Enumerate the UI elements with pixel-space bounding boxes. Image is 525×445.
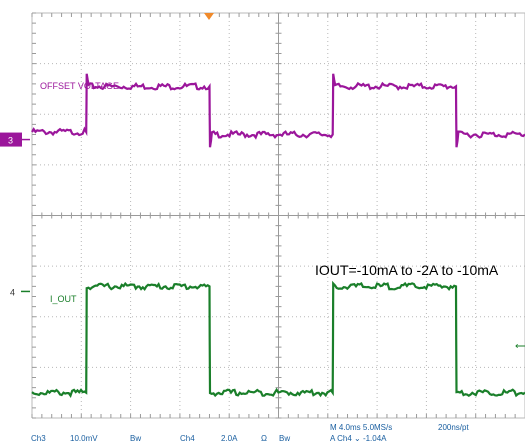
series-label-i-out: I_OUT [50,294,77,304]
channel-marker-label: 4 [10,287,15,297]
status-ch4-scale: 2.0A [221,434,238,443]
status-ch4-ohm: Ω [261,434,267,443]
status-trigger: A Ch4 ⌄ -1.04A [330,434,387,443]
trace-ch3 [31,73,525,148]
status-ch3-bandwidth: Bw [130,434,141,443]
status-ch4: Ch4 [180,434,195,443]
annotation-iout: IOUT=-10mA to -2A to -10mA [315,262,499,278]
channel-marker-box [0,132,22,147]
channel-marker-label: 3 [8,136,13,146]
trigger-position-marker [204,13,214,20]
status-ch3-scale: 10.0mV [70,434,98,443]
status-bar: M 4.0ms 5.0MS/s 200ns/pt Ch3 10.0mV Bw C… [31,423,469,443]
right-trigger-arrow: ⟵ [515,341,525,352]
channel-markers: 34 [0,132,30,297]
channel-marker-ch3: 3 [0,132,30,147]
trace-ch4 [31,280,525,398]
status-ch3: Ch3 [31,434,46,443]
channel-marker-ch4: 4 [10,287,30,297]
traces [31,73,525,398]
status-timebase: M 4.0ms 5.0MS/s [330,423,392,432]
status-resolution: 200ns/pt [438,423,469,432]
status-ch4-bandwidth: Bw [279,434,290,443]
graticule [31,12,525,419]
series-label-offset-voltage: OFFSET VOLTAGE [40,81,119,91]
